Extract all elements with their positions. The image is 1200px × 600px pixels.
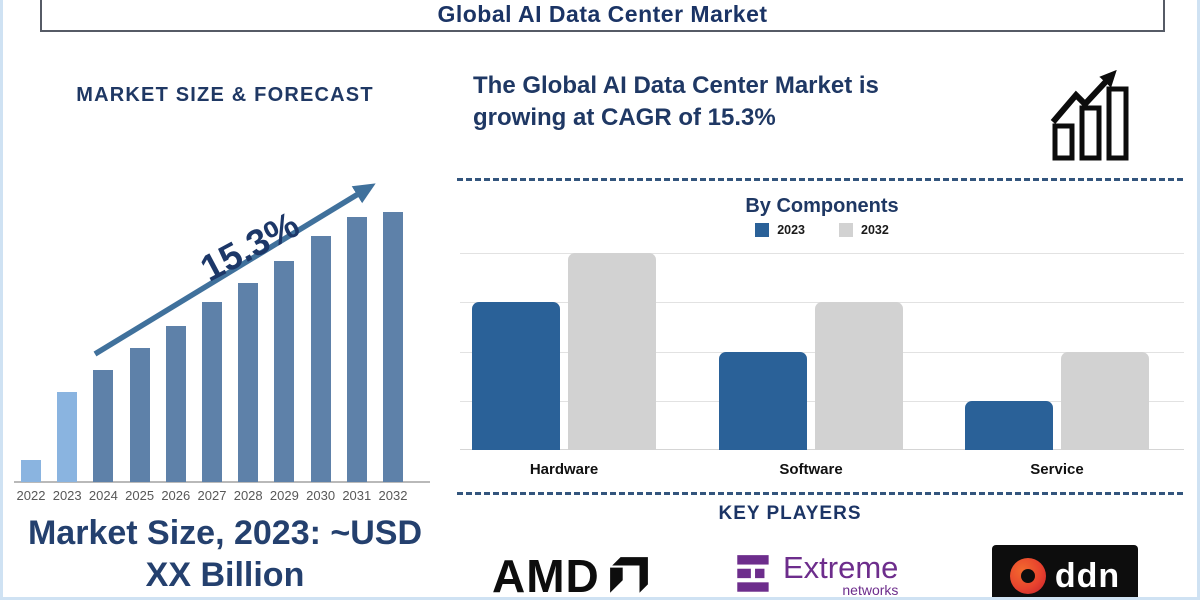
forecast-bar-2030 — [310, 236, 331, 482]
components-chart: Hardware Software Service — [460, 253, 1184, 478]
components-category-label-service: Service — [1030, 461, 1084, 478]
market-size-footer: Market Size, 2023: ~USD XX Billion — [8, 512, 442, 596]
forecast-year-label-2023: 2023 — [52, 488, 82, 503]
components-bar-software-2032 — [815, 302, 903, 450]
extreme-e-icon — [737, 555, 769, 592]
forecast-bar-2022 — [21, 460, 41, 482]
forecast-year-label-2028: 2028 — [233, 488, 263, 503]
forecast-bar-2026 — [165, 326, 186, 482]
market-forecast-chart: 2022 2023 2024 2025 2026 2027 2028 2029 2030 2031… — [14, 205, 430, 505]
forecast-year-label-2024: 2024 — [88, 488, 118, 503]
components-bar-hardware-2023 — [472, 302, 560, 450]
cagr-note: The Global AI Data Center Market is grow… — [473, 72, 879, 131]
market-size-footer-line2: XX Billion — [145, 556, 305, 594]
extreme-wordmark: Extreme — [783, 550, 899, 585]
forecast-bar-2027 — [202, 301, 222, 482]
forecast-year-label-2022: 2022 — [16, 488, 46, 503]
forecast-bar-2023 — [57, 391, 78, 482]
ddn-ring-icon — [1009, 558, 1046, 594]
legend-swatch-2032 — [839, 223, 853, 237]
legend-label-2023: 2023 — [777, 223, 805, 237]
forecast-year-label-2031: 2031 — [342, 488, 372, 503]
dashed-separator-top — [457, 178, 1185, 181]
forecast-year-label-2026: 2026 — [161, 488, 191, 503]
extreme-networks-logo: Extreme networks — [735, 552, 898, 598]
market-size-footer-line1: Market Size, 2023: ~USD — [27, 514, 423, 552]
components-category-label-hardware: Hardware — [529, 461, 599, 478]
forecast-bar-2032 — [383, 211, 403, 482]
forecast-bar-2031 — [346, 217, 367, 482]
forecast-bar-2024 — [93, 370, 114, 482]
growth-trend-arrow — [93, 183, 376, 357]
page-title: Global AI Data Center Market — [437, 1, 768, 27]
title-box: Global AI Data Center Market — [40, 0, 1165, 32]
legend-label-2032: 2032 — [861, 223, 889, 237]
amd-arrow-icon — [609, 557, 648, 593]
components-bar-service-2032 — [1061, 351, 1149, 450]
legend-swatch-2023 — [755, 223, 770, 237]
extreme-wordmark-group: Extreme networks — [783, 550, 899, 599]
forecast-year-label-2027: 2027 — [197, 488, 227, 503]
forecast-chart-title: MARKET SIZE & FORECAST — [76, 84, 374, 106]
legend-item-2032: 2032 — [839, 223, 889, 237]
forecast-year-label-2032: 2032 — [378, 488, 408, 503]
forecast-year-label-2029: 2029 — [269, 488, 299, 503]
forecast-year-label-2030: 2030 — [306, 488, 336, 503]
bar-chart-up-arrow-icon — [1050, 69, 1129, 161]
components-bar-hardware-2032 — [568, 253, 656, 450]
extreme-networks-subtext: networks — [842, 582, 899, 598]
components-category-label-software: Software — [779, 461, 843, 478]
components-bar-software-2023 — [719, 351, 807, 450]
legend-item-2023: 2023 — [755, 223, 805, 237]
components-chart-title: By Components — [745, 195, 899, 217]
ddn-logo: ddn — [992, 545, 1138, 600]
amd-wordmark: AMD — [492, 550, 600, 600]
components-legend: 2023 2032 — [460, 223, 1184, 237]
dashed-separator-bottom — [457, 492, 1185, 495]
forecast-bar-2028 — [238, 282, 259, 482]
key-players-heading: KEY PLAYERS — [718, 503, 862, 524]
amd-logo: AMD — [492, 549, 650, 600]
gridline — [460, 253, 1184, 254]
components-bar-service-2023 — [965, 400, 1053, 450]
ddn-wordmark: ddn — [1054, 556, 1121, 595]
forecast-x-axis — [14, 481, 430, 483]
forecast-year-label-2025: 2025 — [125, 488, 155, 503]
forecast-bar-2029 — [274, 260, 295, 482]
forecast-bar-2025 — [129, 348, 150, 482]
